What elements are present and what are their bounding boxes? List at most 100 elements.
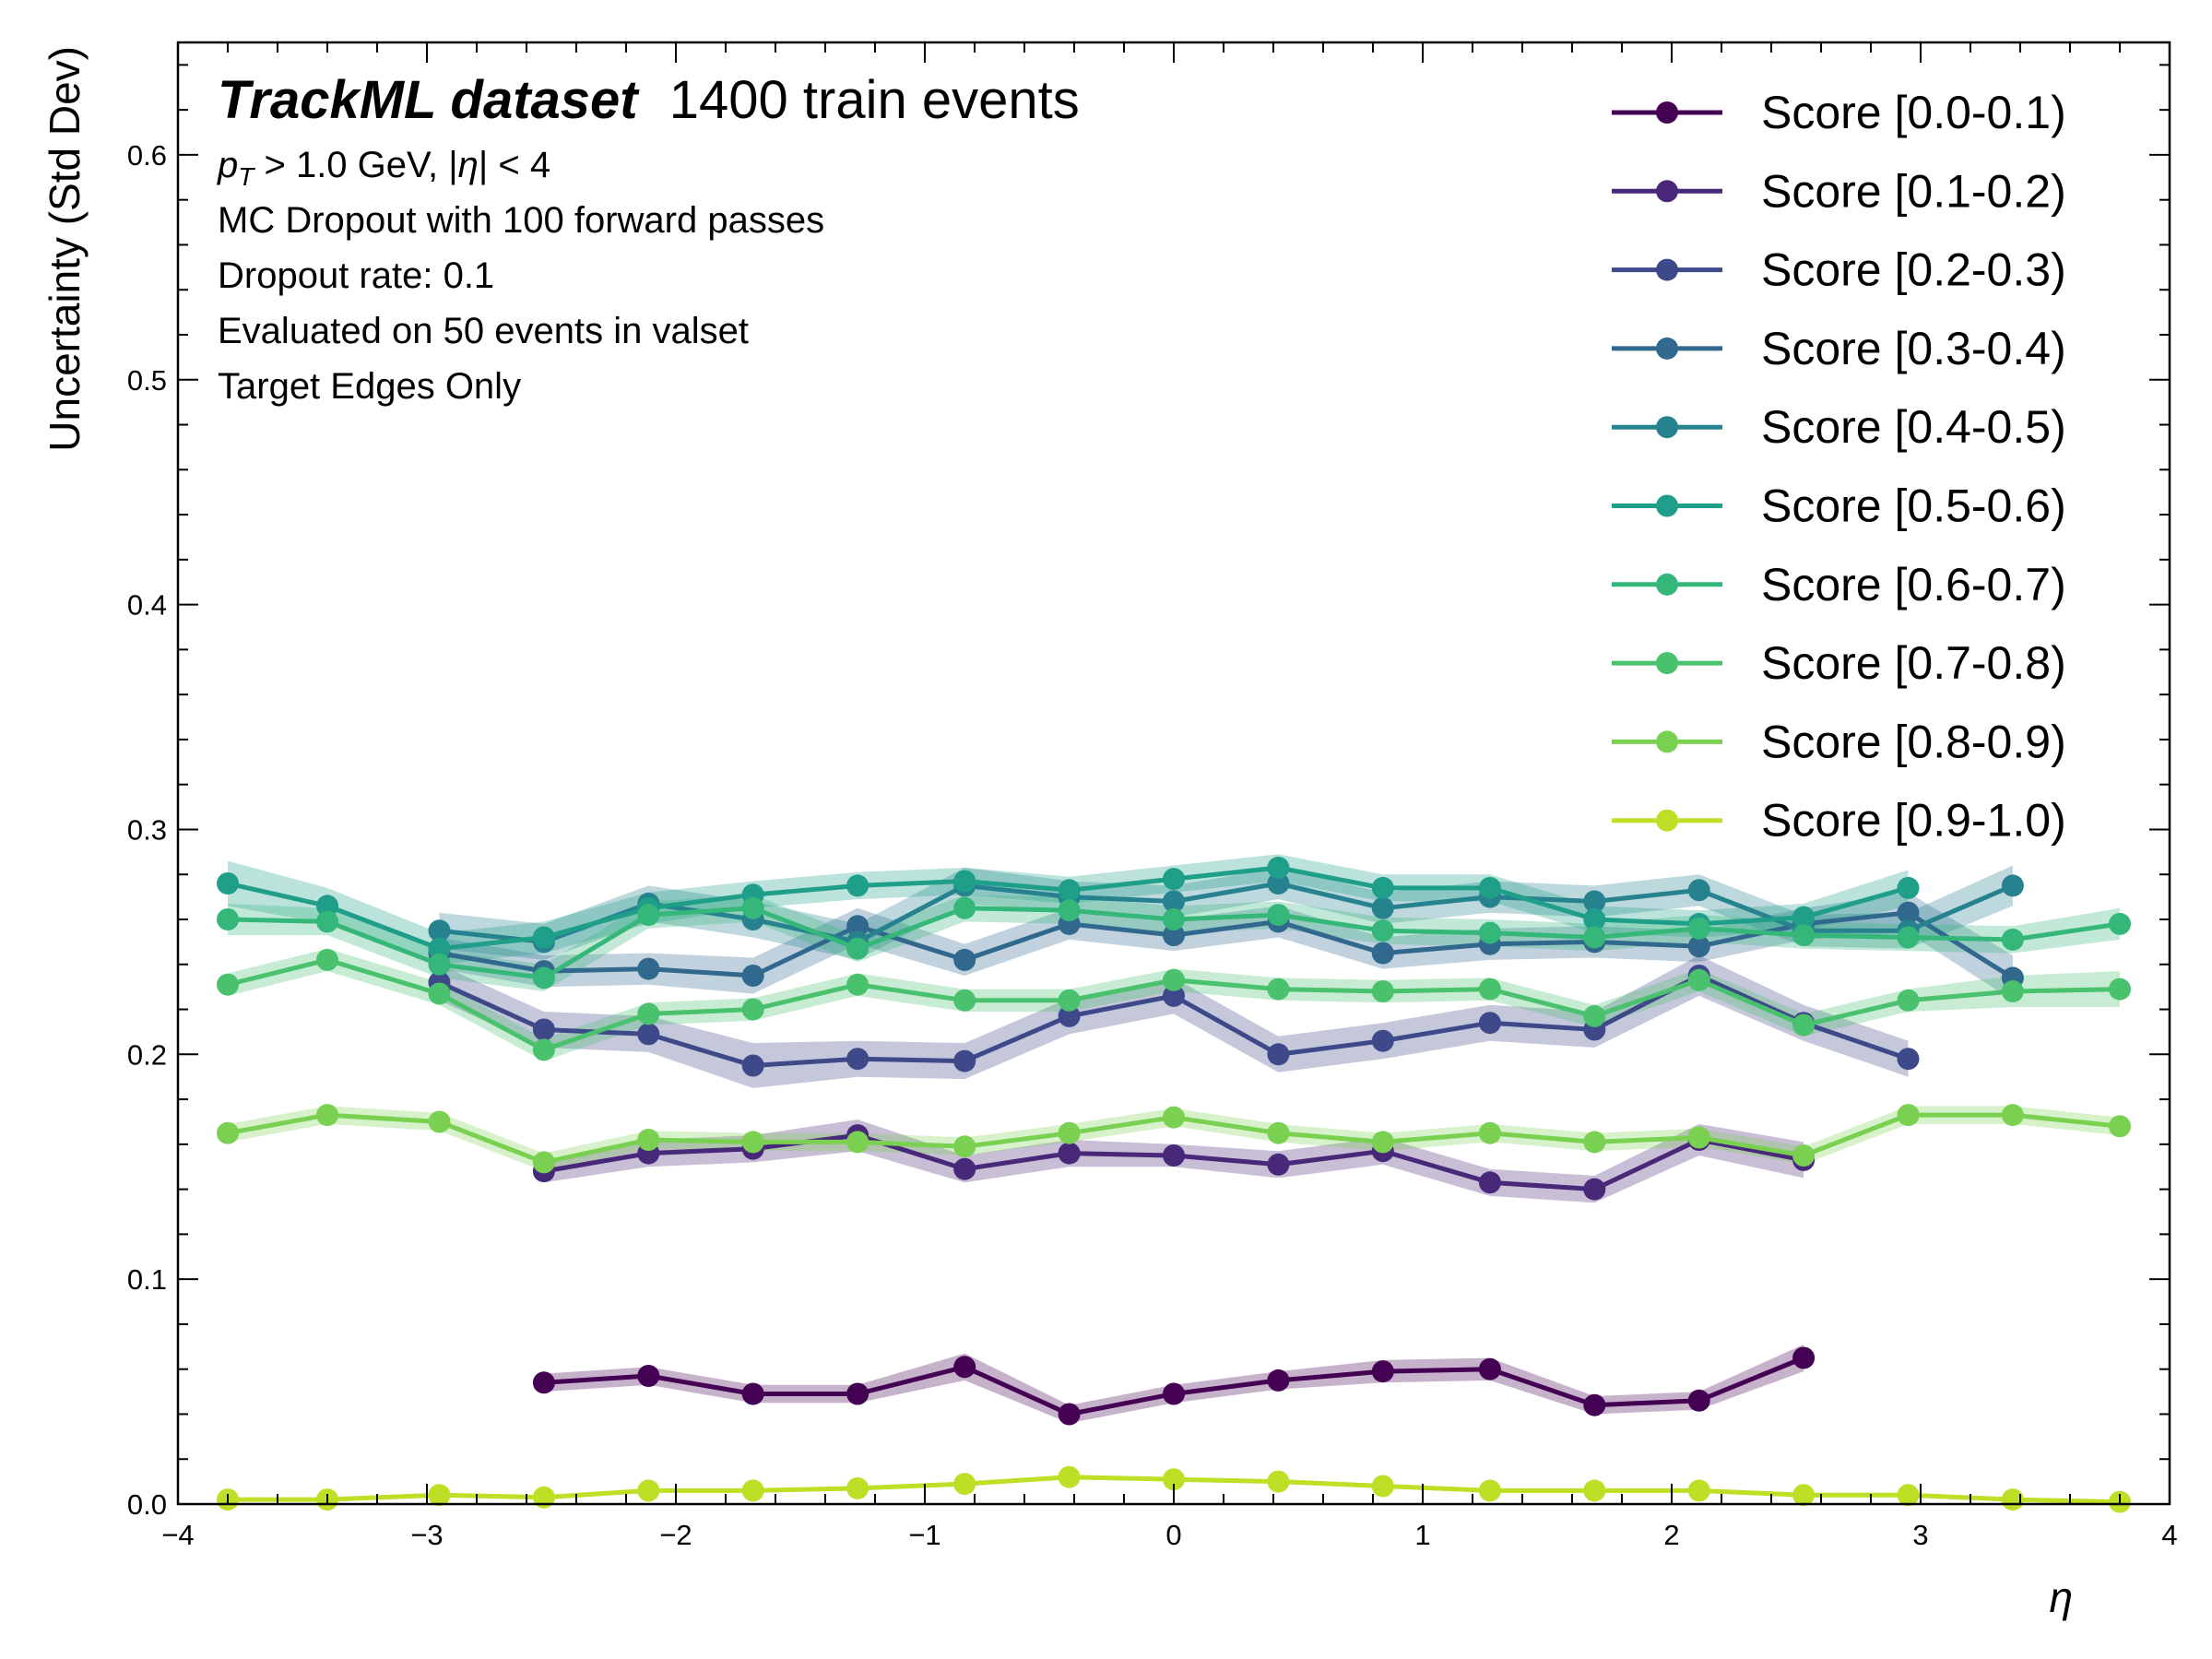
info-line-dropout-rate: Dropout rate: 0.1 xyxy=(218,255,494,296)
point-series-6-1 xyxy=(316,910,338,933)
point-series-3-12 xyxy=(1687,935,1710,958)
point-series-7-13 xyxy=(1583,1004,1606,1027)
point-series-5-2 xyxy=(428,937,451,960)
x-axis-label: η xyxy=(2049,1573,2073,1621)
point-series-6-9 xyxy=(1163,908,1185,930)
point-series-7-15 xyxy=(1792,1013,1816,1037)
point-series-6-13 xyxy=(1583,926,1606,949)
point-series-0-6 xyxy=(1163,1382,1185,1405)
point-series-6-7 xyxy=(953,896,976,919)
point-series-8-3 xyxy=(532,1151,555,1174)
point-series-5-7 xyxy=(953,870,976,893)
x-tick-label: −2 xyxy=(659,1519,692,1551)
legend-marker xyxy=(1656,809,1678,832)
point-series-6-10 xyxy=(1267,904,1290,927)
point-series-8-9 xyxy=(1163,1106,1185,1129)
point-series-0-12 xyxy=(1792,1346,1816,1369)
point-series-5-10 xyxy=(1267,856,1290,879)
title-bold: TrackML dataset xyxy=(218,70,640,130)
point-series-1-9 xyxy=(1478,1171,1501,1194)
point-series-5-3 xyxy=(532,926,555,949)
point-series-9-12 xyxy=(1478,1479,1501,1502)
point-series-6-6 xyxy=(846,937,869,960)
point-series-3-7 xyxy=(1163,924,1185,947)
point-series-7-6 xyxy=(846,973,869,996)
legend-label: Score [0.1-0.2) xyxy=(1761,165,2066,217)
x-tick-label: 2 xyxy=(1663,1519,1679,1551)
point-series-1-7 xyxy=(1267,1153,1290,1176)
point-series-2-9 xyxy=(1371,1029,1394,1052)
point-series-6-4 xyxy=(637,904,660,927)
point-series-2-14 xyxy=(1897,1048,1920,1071)
point-series-7-12 xyxy=(1478,978,1501,1001)
info-line-target-edges: Target Edges Only xyxy=(218,366,521,407)
point-series-8-12 xyxy=(1478,1121,1501,1144)
point-series-9-10 xyxy=(1267,1470,1290,1493)
point-series-1-10 xyxy=(1583,1178,1606,1201)
point-series-1-6 xyxy=(1163,1144,1185,1167)
point-series-4-12 xyxy=(1687,879,1710,902)
legend-item: Score [0.0-0.1) xyxy=(1612,87,2066,138)
point-series-2-7 xyxy=(1163,984,1185,1007)
legend-label: Score [0.9-1.0) xyxy=(1761,795,2066,847)
point-series-0-9 xyxy=(1478,1357,1501,1381)
x-tick-label: 0 xyxy=(1165,1519,1181,1551)
point-series-8-0 xyxy=(217,1121,239,1144)
point-series-8-8 xyxy=(1058,1121,1081,1144)
point-series-7-4 xyxy=(637,1002,660,1025)
point-series-8-15 xyxy=(1792,1144,1816,1167)
point-series-2-1 xyxy=(532,1018,555,1041)
point-series-6-0 xyxy=(217,908,239,930)
point-series-5-15 xyxy=(1792,906,1816,929)
x-tick-label: −1 xyxy=(908,1519,940,1551)
legend-label: Score [0.4-0.5) xyxy=(1761,401,2066,453)
point-series-8-1 xyxy=(316,1104,338,1127)
point-series-5-9 xyxy=(1163,868,1185,891)
point-series-2-2 xyxy=(637,1023,660,1046)
point-series-3-14 xyxy=(1897,901,1920,924)
y-tick-label: 0.4 xyxy=(127,589,167,622)
point-series-6-16 xyxy=(1897,926,1920,949)
point-series-3-4 xyxy=(846,915,869,938)
band-series-6 xyxy=(228,895,2120,991)
point-series-3-2 xyxy=(637,957,660,980)
x-tick-label: 4 xyxy=(2161,1519,2177,1551)
point-series-4-8 xyxy=(1267,872,1290,895)
point-series-6-5 xyxy=(741,896,764,919)
point-series-7-14 xyxy=(1687,968,1710,991)
legend-marker xyxy=(1656,180,1678,203)
point-series-7-0 xyxy=(217,973,239,996)
point-series-7-9 xyxy=(1163,968,1185,991)
point-series-8-2 xyxy=(428,1110,451,1133)
point-series-8-14 xyxy=(1687,1126,1710,1149)
legend-item: Score [0.2-0.3) xyxy=(1612,244,2066,296)
point-series-5-12 xyxy=(1478,876,1501,899)
legend-marker xyxy=(1656,337,1678,360)
point-series-7-10 xyxy=(1267,978,1290,1001)
point-series-9-2 xyxy=(428,1484,451,1507)
point-series-0-8 xyxy=(1371,1360,1394,1383)
point-series-0-7 xyxy=(1267,1369,1290,1392)
legend-item: Score [0.1-0.2) xyxy=(1612,165,2066,217)
point-series-0-5 xyxy=(1058,1403,1081,1426)
point-series-9-7 xyxy=(953,1473,976,1496)
point-series-8-7 xyxy=(953,1135,976,1158)
point-series-4-0 xyxy=(428,919,451,942)
point-series-5-13 xyxy=(1583,908,1606,930)
info-line-mc-dropout: MC Dropout with 100 forward passes xyxy=(218,200,824,241)
point-series-6-12 xyxy=(1478,921,1501,944)
legend: Score [0.0-0.1) Score [0.1-0.2) Score [0.2… xyxy=(1612,87,2066,847)
point-series-1-5 xyxy=(1058,1142,1081,1165)
point-series-6-2 xyxy=(428,953,451,976)
y-tick-label: 0.0 xyxy=(127,1488,167,1521)
point-series-5-8 xyxy=(1058,879,1081,902)
point-series-0-0 xyxy=(532,1371,555,1394)
point-series-2-4 xyxy=(846,1048,869,1071)
point-series-9-4 xyxy=(637,1479,660,1502)
legend-label: Score [0.0-0.1) xyxy=(1761,87,2066,138)
legend-marker xyxy=(1656,416,1678,439)
point-series-7-16 xyxy=(1897,989,1920,1012)
point-series-9-3 xyxy=(532,1486,555,1509)
point-series-0-3 xyxy=(846,1382,869,1405)
